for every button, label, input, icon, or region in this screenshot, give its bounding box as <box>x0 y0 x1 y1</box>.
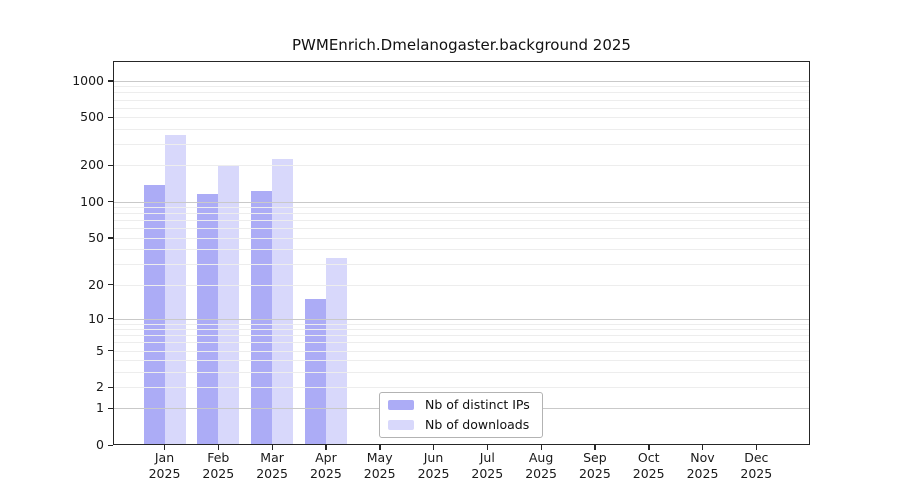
x-tick-label: Jul 2025 <box>471 450 504 481</box>
x-tick-label: Nov 2025 <box>686 450 719 481</box>
y-tick <box>108 80 113 82</box>
y-tick-label: 200 <box>80 157 104 173</box>
gridline-major <box>113 80 810 82</box>
x-tick-label: Oct 2025 <box>632 450 665 481</box>
bar-ips-mar <box>251 190 273 445</box>
bar-downloads-mar <box>272 158 294 445</box>
gridline-minor <box>113 99 810 101</box>
gridline-minor <box>113 144 810 146</box>
x-tick <box>755 445 758 450</box>
y-tick-label: 50 <box>88 229 104 245</box>
y-tick-label: 1 <box>96 400 104 416</box>
y-tick-label: 10 <box>88 310 104 326</box>
bar-downloads-jan <box>164 134 186 445</box>
gridline-minor <box>113 165 810 167</box>
x-tick <box>217 445 220 450</box>
x-tick-label: May 2025 <box>363 450 396 481</box>
plot-area <box>108 61 810 450</box>
bar-ips-jan <box>143 185 165 445</box>
x-tick-label: Apr 2025 <box>309 450 342 481</box>
gridline-minor <box>113 228 810 230</box>
gridline-minor <box>113 86 810 88</box>
y-tick-label: 5 <box>96 342 104 358</box>
gridline-minor <box>113 107 810 109</box>
y-tick <box>108 350 113 352</box>
gridline-minor <box>113 213 810 215</box>
x-tick-label: Mar 2025 <box>256 450 288 481</box>
gridline-minor <box>113 342 810 344</box>
y-tick <box>108 237 113 239</box>
gridline-minor <box>113 350 810 352</box>
x-tick <box>486 445 489 450</box>
gridline-minor <box>113 220 810 222</box>
x-tick-label: Aug 2025 <box>525 450 557 481</box>
y-tick <box>108 164 113 167</box>
y-tick <box>108 201 113 203</box>
y-tick <box>108 386 113 388</box>
y-tick-label: 500 <box>80 109 104 125</box>
gridline-minor <box>113 387 810 389</box>
gridline-minor <box>113 237 810 239</box>
gridline-minor <box>113 329 810 331</box>
y-tick <box>108 116 113 119</box>
gridline-minor <box>113 284 810 286</box>
gridline-minor <box>113 92 810 94</box>
x-tick <box>702 445 704 450</box>
x-tick <box>433 445 435 450</box>
x-tick <box>271 445 273 450</box>
gridline-minor <box>113 371 810 373</box>
gridline-minor <box>113 323 810 325</box>
y-tick-label: 100 <box>80 193 104 209</box>
x-tick <box>594 445 596 450</box>
gridline-major <box>113 201 810 203</box>
x-tick-label: Jun 2025 <box>417 450 450 481</box>
gridline-minor <box>113 263 810 265</box>
y-tick <box>108 407 113 410</box>
gridline-minor <box>113 128 810 130</box>
x-tick-label: Sep 2025 <box>578 450 611 481</box>
gridline-major <box>113 318 810 320</box>
x-tick <box>325 445 327 450</box>
legend-label: Nb of distinct IPs <box>425 396 530 412</box>
gridline-minor <box>113 360 810 362</box>
legend-item: Nb of distinct IPs <box>388 396 534 414</box>
y-tick-label: 0 <box>96 437 104 452</box>
y-tick <box>108 318 113 320</box>
y-tick <box>108 284 113 286</box>
chart-title: PWMEnrich.Dmelanogaster.background 2025 <box>292 36 631 54</box>
gridline-minor <box>113 249 810 251</box>
legend-swatch-distinct-ips <box>388 399 414 410</box>
gridline-minor <box>113 207 810 209</box>
x-tick <box>540 445 542 450</box>
y-tick-label: 20 <box>88 276 104 292</box>
gridline-minor <box>113 335 810 337</box>
gridline-minor <box>113 117 810 119</box>
bar-downloads-feb <box>218 166 240 445</box>
legend: Nb of distinct IPs Nb of downloads <box>379 392 543 438</box>
x-tick <box>379 445 381 450</box>
y-tick-label: 1000 <box>72 72 104 88</box>
y-tick-label: 2 <box>96 379 104 395</box>
x-tick-label: Feb 2025 <box>202 450 235 481</box>
x-tick <box>648 445 650 450</box>
legend-item: Nb of downloads <box>388 417 534 435</box>
legend-swatch-downloads <box>388 420 414 431</box>
legend-label: Nb of downloads <box>425 417 530 433</box>
x-tick-label: Jan 2025 <box>148 450 181 481</box>
y-tick <box>108 444 113 446</box>
x-tick-label: Dec 2025 <box>740 450 773 481</box>
x-tick <box>164 445 166 450</box>
